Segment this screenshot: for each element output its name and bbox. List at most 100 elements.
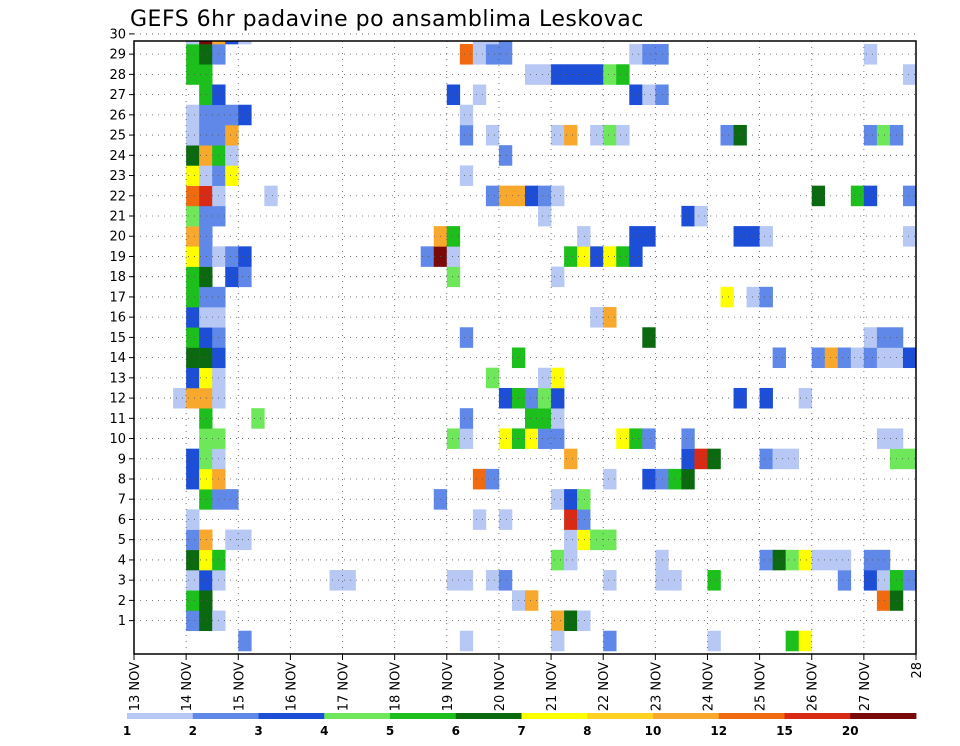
x-tick-label: 22 NOV xyxy=(597,662,612,711)
heatmap-cell xyxy=(707,630,721,652)
heatmap-cell xyxy=(564,448,578,470)
y-tick-label: 17 xyxy=(109,290,126,305)
heatmap-cell xyxy=(629,84,643,106)
colorbar-label: 7 xyxy=(517,724,525,738)
heatmap-cell xyxy=(498,570,513,591)
y-tick-label: 29 xyxy=(109,48,126,63)
heatmap-cell xyxy=(629,246,643,267)
heatmap-cell xyxy=(564,124,578,146)
heatmap-cell xyxy=(707,570,721,591)
y-tick-label: 22 xyxy=(109,189,126,204)
heatmap-cell xyxy=(551,266,565,288)
heatmap-cell xyxy=(538,367,552,389)
heatmap-cell xyxy=(824,549,839,571)
heatmap-cell xyxy=(798,387,813,409)
heatmap-cell xyxy=(446,266,461,288)
heatmap-cell xyxy=(186,509,200,530)
heatmap-cell xyxy=(746,226,760,247)
y-tick-label: 16 xyxy=(109,311,126,326)
heatmap-cell xyxy=(498,41,513,45)
heatmap-cell xyxy=(564,246,578,267)
heatmap-cell xyxy=(186,145,200,166)
colorbar-swatch xyxy=(127,713,194,719)
heatmap-cell xyxy=(551,428,565,449)
colorbar-label: 4 xyxy=(320,724,328,738)
heatmap-cell xyxy=(238,630,252,652)
y-tick-label: 4 xyxy=(118,553,126,568)
heatmap-cell xyxy=(564,529,578,551)
heatmap-cell xyxy=(186,549,200,571)
heatmap-cell xyxy=(472,44,487,65)
heatmap-cell xyxy=(525,64,539,85)
heatmap-cell xyxy=(538,205,552,227)
heatmap-cell xyxy=(186,226,200,247)
x-tick-label: 20 NOV xyxy=(493,662,508,711)
x-tick-label: 16 NOV xyxy=(284,662,299,711)
heatmap-cell xyxy=(225,489,239,510)
heatmap-cell xyxy=(186,104,200,126)
heatmap-cell xyxy=(225,529,239,551)
heatmap-cell xyxy=(902,570,917,591)
heatmap-cell xyxy=(824,347,839,369)
heatmap-cell xyxy=(863,327,878,348)
heatmap-cell xyxy=(746,286,760,308)
heatmap-cell xyxy=(603,246,617,267)
heatmap-cell xyxy=(485,41,500,45)
heatmap-cell xyxy=(551,64,565,85)
heatmap-cell xyxy=(212,41,226,45)
heatmap-cell xyxy=(485,570,500,591)
x-tick-label: 25 NOV xyxy=(754,662,769,711)
heatmap-cell xyxy=(498,145,513,166)
heatmap-cell xyxy=(551,549,565,571)
heatmap-cell xyxy=(538,428,552,449)
heatmap-cell xyxy=(551,489,565,510)
heatmap-cell xyxy=(199,41,213,45)
heatmap-cell xyxy=(837,549,852,571)
y-tick-label: 2 xyxy=(118,594,126,609)
heatmap-cell xyxy=(485,124,500,146)
heatmap-cell xyxy=(603,64,617,85)
y-tick-label: 7 xyxy=(118,493,126,508)
heatmap-cell xyxy=(186,44,200,65)
heatmap-cell xyxy=(642,84,656,106)
heatmap-cell xyxy=(837,347,852,369)
heatmap-cell xyxy=(785,630,799,652)
heatmap-cell xyxy=(199,266,213,288)
colorbar-swatch xyxy=(850,713,917,719)
heatmap-cell xyxy=(902,185,917,207)
y-tick-label: 12 xyxy=(109,392,126,407)
colorbar-swatch xyxy=(521,713,588,719)
heatmap-cell xyxy=(798,630,813,652)
heatmap-cell xyxy=(199,44,213,65)
heatmap-cell xyxy=(681,205,695,227)
heatmap-cell xyxy=(603,570,617,591)
heatmap-cell xyxy=(759,286,773,308)
heatmap-cell xyxy=(538,185,552,207)
heatmap-cell xyxy=(238,266,252,288)
heatmap-cell xyxy=(498,185,513,207)
colorbar-label: 20 xyxy=(842,724,859,738)
x-tick-label: 26 NOV xyxy=(806,662,821,711)
colorbar-swatch xyxy=(718,713,785,719)
heatmap-cell xyxy=(902,347,917,369)
heatmap-cell xyxy=(446,570,461,591)
heatmap-cell xyxy=(485,185,500,207)
heatmap-cell xyxy=(876,327,891,348)
heatmap-cell xyxy=(577,489,591,510)
heatmap-cell xyxy=(199,428,213,449)
heatmap-cell xyxy=(472,84,487,106)
x-tick-label: 17 NOV xyxy=(337,662,352,711)
colorbar-label: 6 xyxy=(452,724,460,738)
colorbar-swatch xyxy=(258,713,325,719)
heatmap-cell xyxy=(173,387,187,409)
heatmap-cell xyxy=(668,570,682,591)
heatmap-cell xyxy=(850,185,865,207)
heatmap-cell xyxy=(459,104,474,126)
heatmap-cell xyxy=(616,246,630,267)
heatmap-cell xyxy=(199,489,213,510)
heatmap-cell xyxy=(538,408,552,429)
colorbar-label: 10 xyxy=(645,724,662,738)
heatmap-cell xyxy=(459,165,474,186)
heatmap-cell xyxy=(225,266,239,288)
heatmap-cell xyxy=(902,226,917,247)
